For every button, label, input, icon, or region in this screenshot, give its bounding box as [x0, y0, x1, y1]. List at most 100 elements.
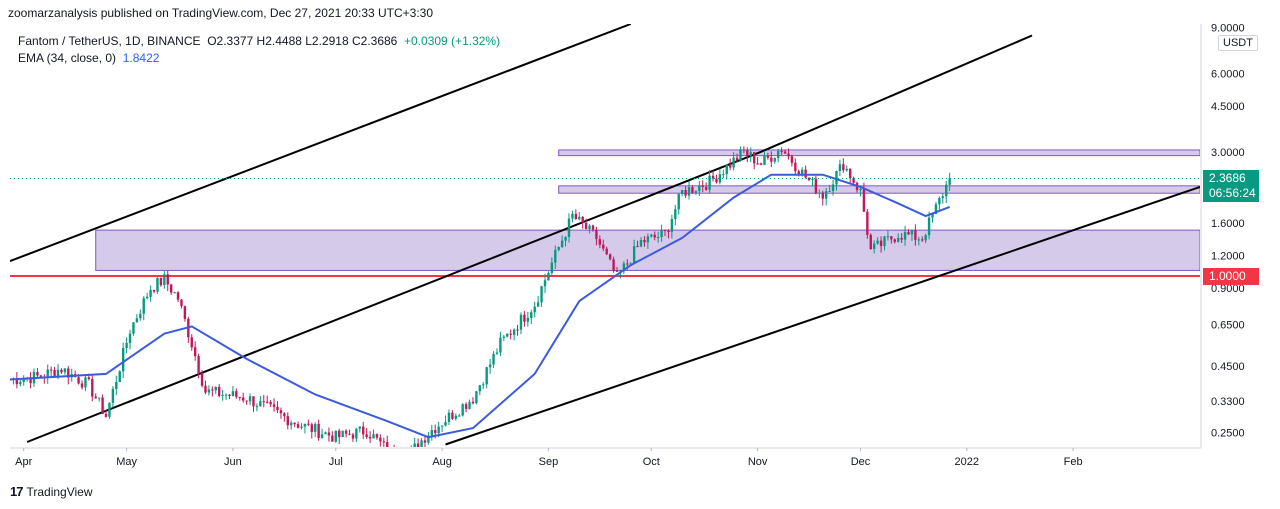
candle-body [547, 272, 550, 281]
currency-selector[interactable]: USDT [1218, 35, 1258, 51]
candle-body [869, 234, 872, 250]
candle-body [615, 270, 619, 272]
candle-body [509, 333, 512, 335]
candle-body [396, 461, 398, 466]
candle-body [293, 422, 296, 425]
candle-body [728, 164, 732, 168]
candle [276, 401, 279, 413]
candle-body [783, 151, 787, 154]
candle [217, 384, 221, 398]
candle-body [471, 401, 475, 404]
candle-body [36, 371, 39, 376]
candle [674, 204, 677, 226]
candle [255, 403, 259, 412]
candle [927, 211, 931, 240]
last-price-tag: 2.3686 [1203, 169, 1259, 187]
ema-value: 1.8422 [122, 51, 160, 65]
candle [766, 152, 770, 160]
candle [663, 229, 667, 237]
candle [156, 277, 159, 294]
candle-body [276, 406, 279, 411]
candle-body [526, 317, 530, 322]
candle [914, 224, 917, 246]
candle [458, 413, 461, 417]
candle-body [852, 178, 855, 183]
candle [910, 229, 914, 241]
candle [581, 215, 584, 229]
price-axis[interactable]: 9.0000 6.0000 4.5000 3.0000 1.6000 1.2000 0.90… [1211, 23, 1245, 440]
candle [15, 371, 19, 389]
candle [615, 266, 619, 272]
candle-body [451, 412, 454, 419]
price-tick-label: 4.5000 [1211, 101, 1245, 113]
candle [903, 225, 907, 246]
candle-body [557, 247, 560, 250]
candle-body [368, 436, 372, 439]
candle [924, 233, 927, 244]
ema-line-legend: EMA (34, close, 0) 1.8422 [18, 50, 500, 67]
candle-body [824, 191, 828, 199]
candle-body [231, 391, 235, 396]
candle-body [46, 369, 49, 378]
candle-body [121, 348, 125, 372]
candle [842, 158, 845, 173]
candle-body [403, 466, 405, 469]
candle [636, 240, 639, 248]
candle-body [183, 306, 187, 319]
candle [684, 186, 687, 198]
candle-body [670, 219, 674, 232]
candle [423, 436, 427, 447]
candle-body [458, 415, 461, 417]
candle [36, 367, 39, 379]
candle [704, 182, 708, 191]
candle-body [711, 175, 715, 179]
candle [159, 277, 163, 287]
time-axis[interactable]: Apr May Jun Jul Aug Sep Oct Nov Dec 2022 Feb [15, 448, 1083, 468]
candle [824, 187, 828, 206]
candle [598, 235, 602, 249]
candle-body [362, 426, 365, 435]
candle-body [303, 423, 307, 427]
candle-body [317, 423, 320, 439]
candle-body [663, 230, 667, 232]
candle-body [776, 150, 780, 158]
candle-body [780, 150, 783, 152]
candle-body [348, 433, 351, 435]
candle-body [152, 289, 156, 292]
candle-body [56, 369, 60, 377]
candle-body [266, 401, 269, 403]
candle [869, 233, 872, 251]
candle-body [63, 368, 67, 373]
time-tick-label: 2022 [955, 456, 979, 468]
candle-body [393, 449, 395, 461]
candle [646, 233, 650, 249]
candle [814, 175, 818, 195]
candle-body [235, 391, 238, 397]
candle [715, 174, 718, 184]
candle-body [245, 400, 248, 402]
candle-body [331, 435, 334, 442]
candle [444, 415, 447, 427]
candle [656, 231, 660, 243]
symbol-line: Fantom / TetherUS, 1D, BINANCE O2.3377 H… [18, 33, 500, 50]
candle [945, 180, 948, 203]
candle-body [722, 174, 725, 176]
candle [180, 298, 183, 309]
chart-legend: Fantom / TetherUS, 1D, BINANCE O2.3377 H… [18, 33, 500, 67]
candle [605, 246, 608, 256]
footer-brand[interactable]: 17 TradingView [10, 484, 93, 499]
price-tick-label: 9.0000 [1211, 23, 1245, 35]
candle [718, 168, 722, 185]
candle [420, 438, 423, 447]
candle-body [883, 236, 886, 247]
candle [248, 393, 252, 406]
candle-body [560, 240, 564, 248]
candle-body [512, 329, 516, 335]
candle-body [835, 171, 838, 185]
candle [818, 189, 821, 199]
candle-body [578, 216, 581, 220]
candle-body [334, 430, 337, 442]
candle-body [180, 299, 183, 307]
candle-body [255, 406, 259, 408]
